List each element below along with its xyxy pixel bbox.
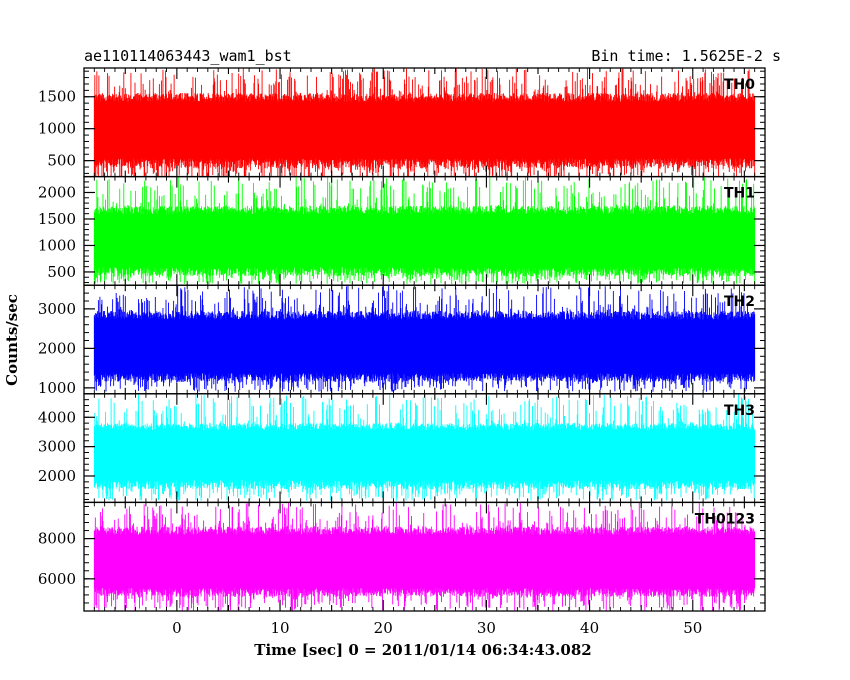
x-tick-label: 0: [172, 619, 182, 637]
x-tick-label: 30: [477, 619, 496, 637]
panel-th2: 1000 2000 3000 TH2: [38, 284, 766, 397]
y-tick-label: 3000: [38, 300, 76, 318]
series-core-th3: [94, 433, 755, 477]
panel-th0: 500 1000 1500 TH0: [38, 67, 766, 178]
panel-th0123: 6000 8000 TH0123: [38, 501, 766, 612]
x-tick-label: 10: [270, 619, 289, 637]
y-tick-label: 500: [47, 152, 76, 170]
panel-label-th2: TH2: [724, 294, 755, 310]
chart-title: ae110114063443_wam1_bst: [84, 47, 292, 65]
x-tick-label: 20: [374, 619, 393, 637]
y-tick-label: 1500: [38, 210, 76, 228]
series-core-th0: [94, 105, 755, 155]
series-core-th0123: [94, 538, 755, 585]
y-tick-label: 6000: [38, 570, 76, 588]
x-tick-label: 50: [683, 619, 702, 637]
series-core-th2: [94, 323, 755, 370]
x-axis-label: Time [sec] 0 = 2011/01/14 06:34:43.082: [254, 641, 591, 659]
chart-subtitle: Bin time: 1.5625E-2 s: [591, 47, 781, 65]
panel-label-th3: TH3: [724, 403, 755, 419]
panel-th3: 2000 3000 4000 TH3: [38, 393, 766, 504]
series-core-th1: [94, 217, 755, 264]
x-tick-label: 40: [580, 619, 599, 637]
y-tick-label: 3000: [38, 438, 76, 456]
y-tick-label: 1000: [38, 236, 76, 254]
y-tick-label: 1500: [38, 88, 76, 106]
panel-th1: 500 1000 1500 2000 TH1: [38, 175, 766, 286]
panel-label-th1: TH1: [724, 186, 755, 202]
y-tick-label: 4000: [38, 408, 76, 426]
y-tick-label: 1000: [38, 120, 76, 138]
y-axis-label: Counts/sec: [3, 294, 21, 386]
y-tick-label: 8000: [38, 530, 76, 548]
panel-label-th0123: TH0123: [695, 511, 755, 527]
panel-label-th0: TH0: [724, 77, 755, 93]
y-tick-label: 500: [47, 263, 76, 281]
y-tick-label: 2000: [38, 183, 76, 201]
y-tick-label: 1000: [38, 379, 76, 397]
y-tick-label: 2000: [38, 467, 76, 485]
y-tick-label: 2000: [38, 339, 76, 357]
